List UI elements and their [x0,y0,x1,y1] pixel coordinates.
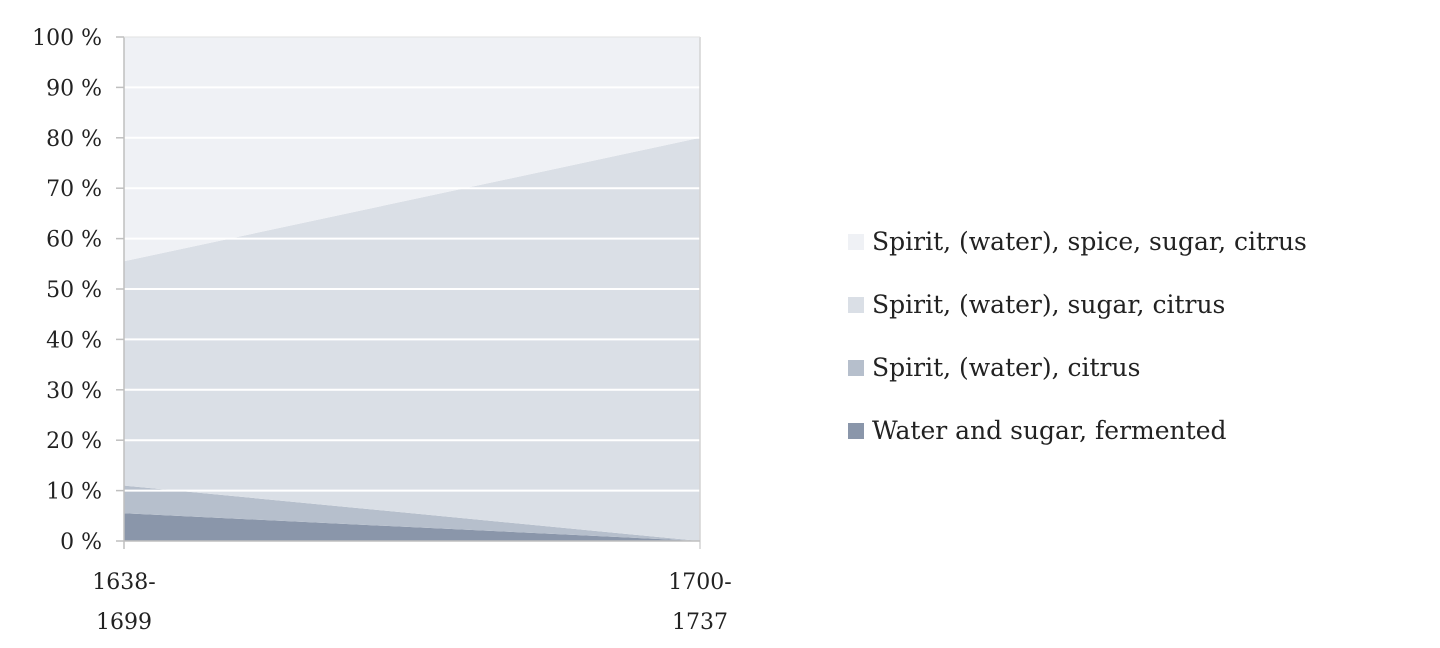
gridlines [124,86,700,492]
x-tick-label: 1737 [672,610,728,635]
x-axis-ticks: 1638- 1699 1700- 1737 [92,570,731,635]
area-spirit-water-citrus [124,485,700,541]
area-spirit-water-spice-sugar-citrus [124,37,700,262]
legend-swatch [848,296,864,313]
legend-item: Spirit, (water), sugar, citrus [848,273,1307,336]
y-tick-label: 40 % [46,328,102,353]
legend-item: Water and sugar, fermented [848,399,1307,462]
y-tick-label: 0 % [60,530,102,555]
x-tick-label: 1699 [96,610,152,635]
x-tick-label: 1700- [668,570,731,595]
legend-label: Spirit, (water), sugar, citrus [872,290,1226,319]
y-tick-label: 20 % [46,429,102,454]
legend-item: Spirit, (water), spice, sugar, citrus [848,210,1307,273]
y-tick-label: 10 % [46,480,102,505]
legend-label: Spirit, (water), spice, sugar, citrus [872,227,1307,256]
y-tick-label: 60 % [46,228,102,253]
y-tick-label: 30 % [46,379,102,404]
legend-label: Spirit, (water), citrus [872,353,1141,382]
legend-swatch [848,359,864,376]
y-tick-label: 80 % [46,127,102,152]
y-tick-label: 50 % [46,278,102,303]
y-tick-label: 90 % [46,76,102,101]
y-axis-ticks: 0 % 10 % 20 % 30 % 40 % 50 % 60 % 70 % 80 % 90 % 1… [32,26,124,555]
y-tick-label: 100 % [32,26,102,51]
legend-swatch [848,422,864,439]
legend-swatch [848,233,864,250]
axes [123,36,701,549]
legend: Spirit, (water), spice, sugar, citrus Spi… [848,210,1307,462]
legend-label: Water and sugar, fermented [872,416,1227,445]
x-tick-label: 1638- [92,570,155,595]
area-chart: 0 % 10 % 20 % 30 % 40 % 50 % 60 % 70 % 80 % 90 % 1… [32,26,732,635]
legend-item: Spirit, (water), citrus [848,336,1307,399]
y-tick-label: 70 % [46,177,102,202]
